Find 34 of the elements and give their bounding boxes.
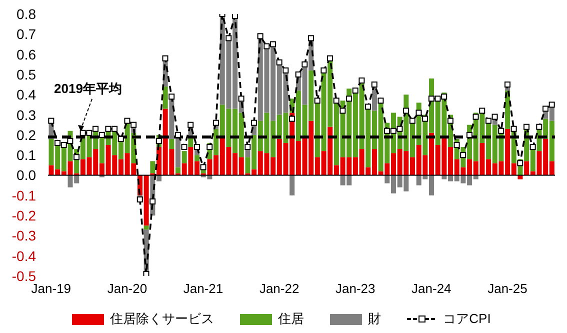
x-tick-label: Jan-21 [183, 281, 224, 296]
bar [169, 138, 174, 150]
y-tick-label: 0.5 [16, 66, 36, 82]
bar [176, 167, 181, 174]
y-tick-label: 0.1 [16, 147, 36, 164]
ref-line-label: 2019年平均 [54, 80, 122, 96]
x-tick-label: Jan-25 [488, 281, 528, 296]
y-tick-label: -0.4 [12, 248, 36, 264]
y-tick-label: -0.2 [12, 208, 36, 224]
y-tick-label: 0.0 [16, 167, 36, 184]
bar [290, 175, 295, 196]
y-tick-label: 0.8 [16, 6, 36, 22]
x-tick-label: Jan-23 [335, 281, 376, 296]
bar [144, 226, 149, 230]
y-tick-label: 0.3 [16, 106, 36, 123]
x-tick-label: Jan-24 [412, 281, 452, 296]
legend-label: コアCPI [443, 310, 491, 328]
x-tick-label: Jan-19 [31, 281, 72, 296]
y-tick-label: 0.6 [16, 46, 36, 62]
legend-label: 住居除くサービス [110, 310, 214, 328]
legend-label: 財 [368, 310, 382, 328]
y-tick-label: -0.5 [12, 268, 36, 284]
y-tick-label: -0.1 [12, 187, 36, 204]
bar [518, 175, 523, 180]
bar [194, 155, 200, 162]
x-tick-label: Jan-20 [107, 281, 148, 296]
y-tick-label: 0.4 [16, 86, 36, 103]
x-tick-label: Jan-22 [259, 281, 300, 296]
bar [150, 161, 156, 174]
bar [162, 86, 168, 109]
y-tick-label: -0.3 [12, 228, 36, 244]
y-tick-label: 0.2 [16, 126, 36, 143]
y-tick-label: 0.7 [16, 26, 36, 42]
legend-label: 住居 [278, 310, 304, 328]
